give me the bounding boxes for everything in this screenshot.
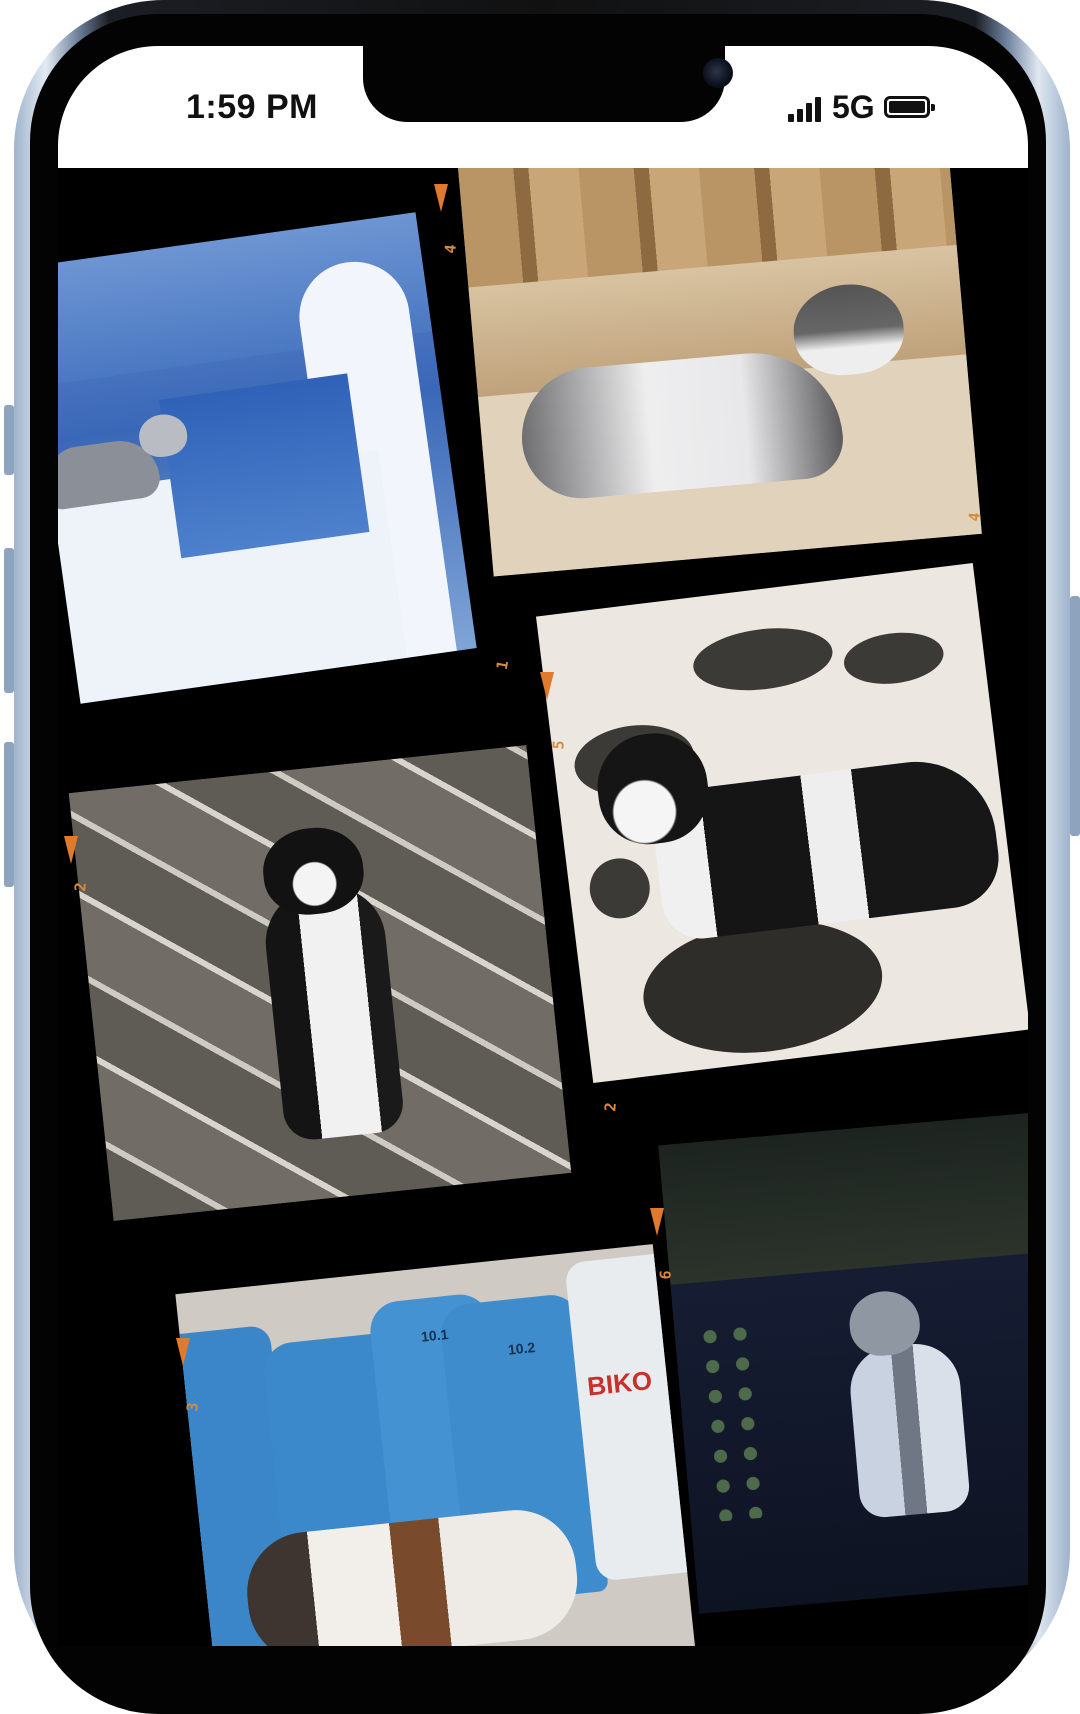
photo-frame-3[interactable]	[68, 745, 572, 1221]
pebble	[689, 620, 837, 698]
pebble	[635, 907, 890, 1066]
phone-screen: 1:59 PM 5G 1	[58, 46, 1028, 1646]
film-strip-gallery[interactable]: 1 4 4 2 5 2	[58, 168, 1028, 1646]
photo-frame-2[interactable]	[458, 168, 982, 577]
frame-number: 6	[656, 1269, 675, 1281]
frame-number: 2	[71, 881, 90, 893]
frame-number: 1	[492, 658, 513, 672]
silent-switch	[4, 405, 14, 475]
notch	[363, 46, 733, 122]
front-camera-icon	[703, 58, 733, 88]
pebble	[841, 627, 947, 690]
network-type: 5G	[832, 89, 875, 125]
photo-frame-6[interactable]	[658, 1112, 1028, 1614]
photo-frame-5[interactable]: 10.1 10.2 BIKO	[175, 1244, 697, 1646]
frame-number: 5	[549, 739, 568, 751]
frame-number: 4	[965, 511, 984, 523]
volume-up-button	[4, 548, 14, 693]
film-marker-icon	[650, 1208, 664, 1236]
cellular-signal-icon	[788, 96, 824, 122]
film-marker-icon	[434, 184, 448, 212]
cylinder-label: 10.2	[507, 1338, 536, 1358]
cat-body	[846, 1340, 972, 1520]
status-bar: 1:59 PM 5G	[58, 46, 1028, 168]
frame-number: 3	[183, 1401, 202, 1413]
film-marker-icon	[540, 672, 554, 700]
photo-frame-1[interactable]	[58, 212, 477, 704]
volume-down-button	[4, 742, 14, 887]
pebble	[586, 854, 654, 922]
battery-icon	[884, 96, 935, 118]
photo-frame-4[interactable]	[536, 562, 1028, 1084]
power-button	[1070, 596, 1080, 836]
film-marker-icon	[176, 1338, 190, 1366]
status-time: 1:59 PM	[186, 88, 318, 126]
cylinder-label: 10.1	[420, 1325, 450, 1345]
film-marker-icon	[64, 836, 78, 864]
frame-number: 2	[601, 1101, 620, 1113]
frame-number: 4	[441, 243, 460, 255]
sea-window	[159, 373, 370, 559]
